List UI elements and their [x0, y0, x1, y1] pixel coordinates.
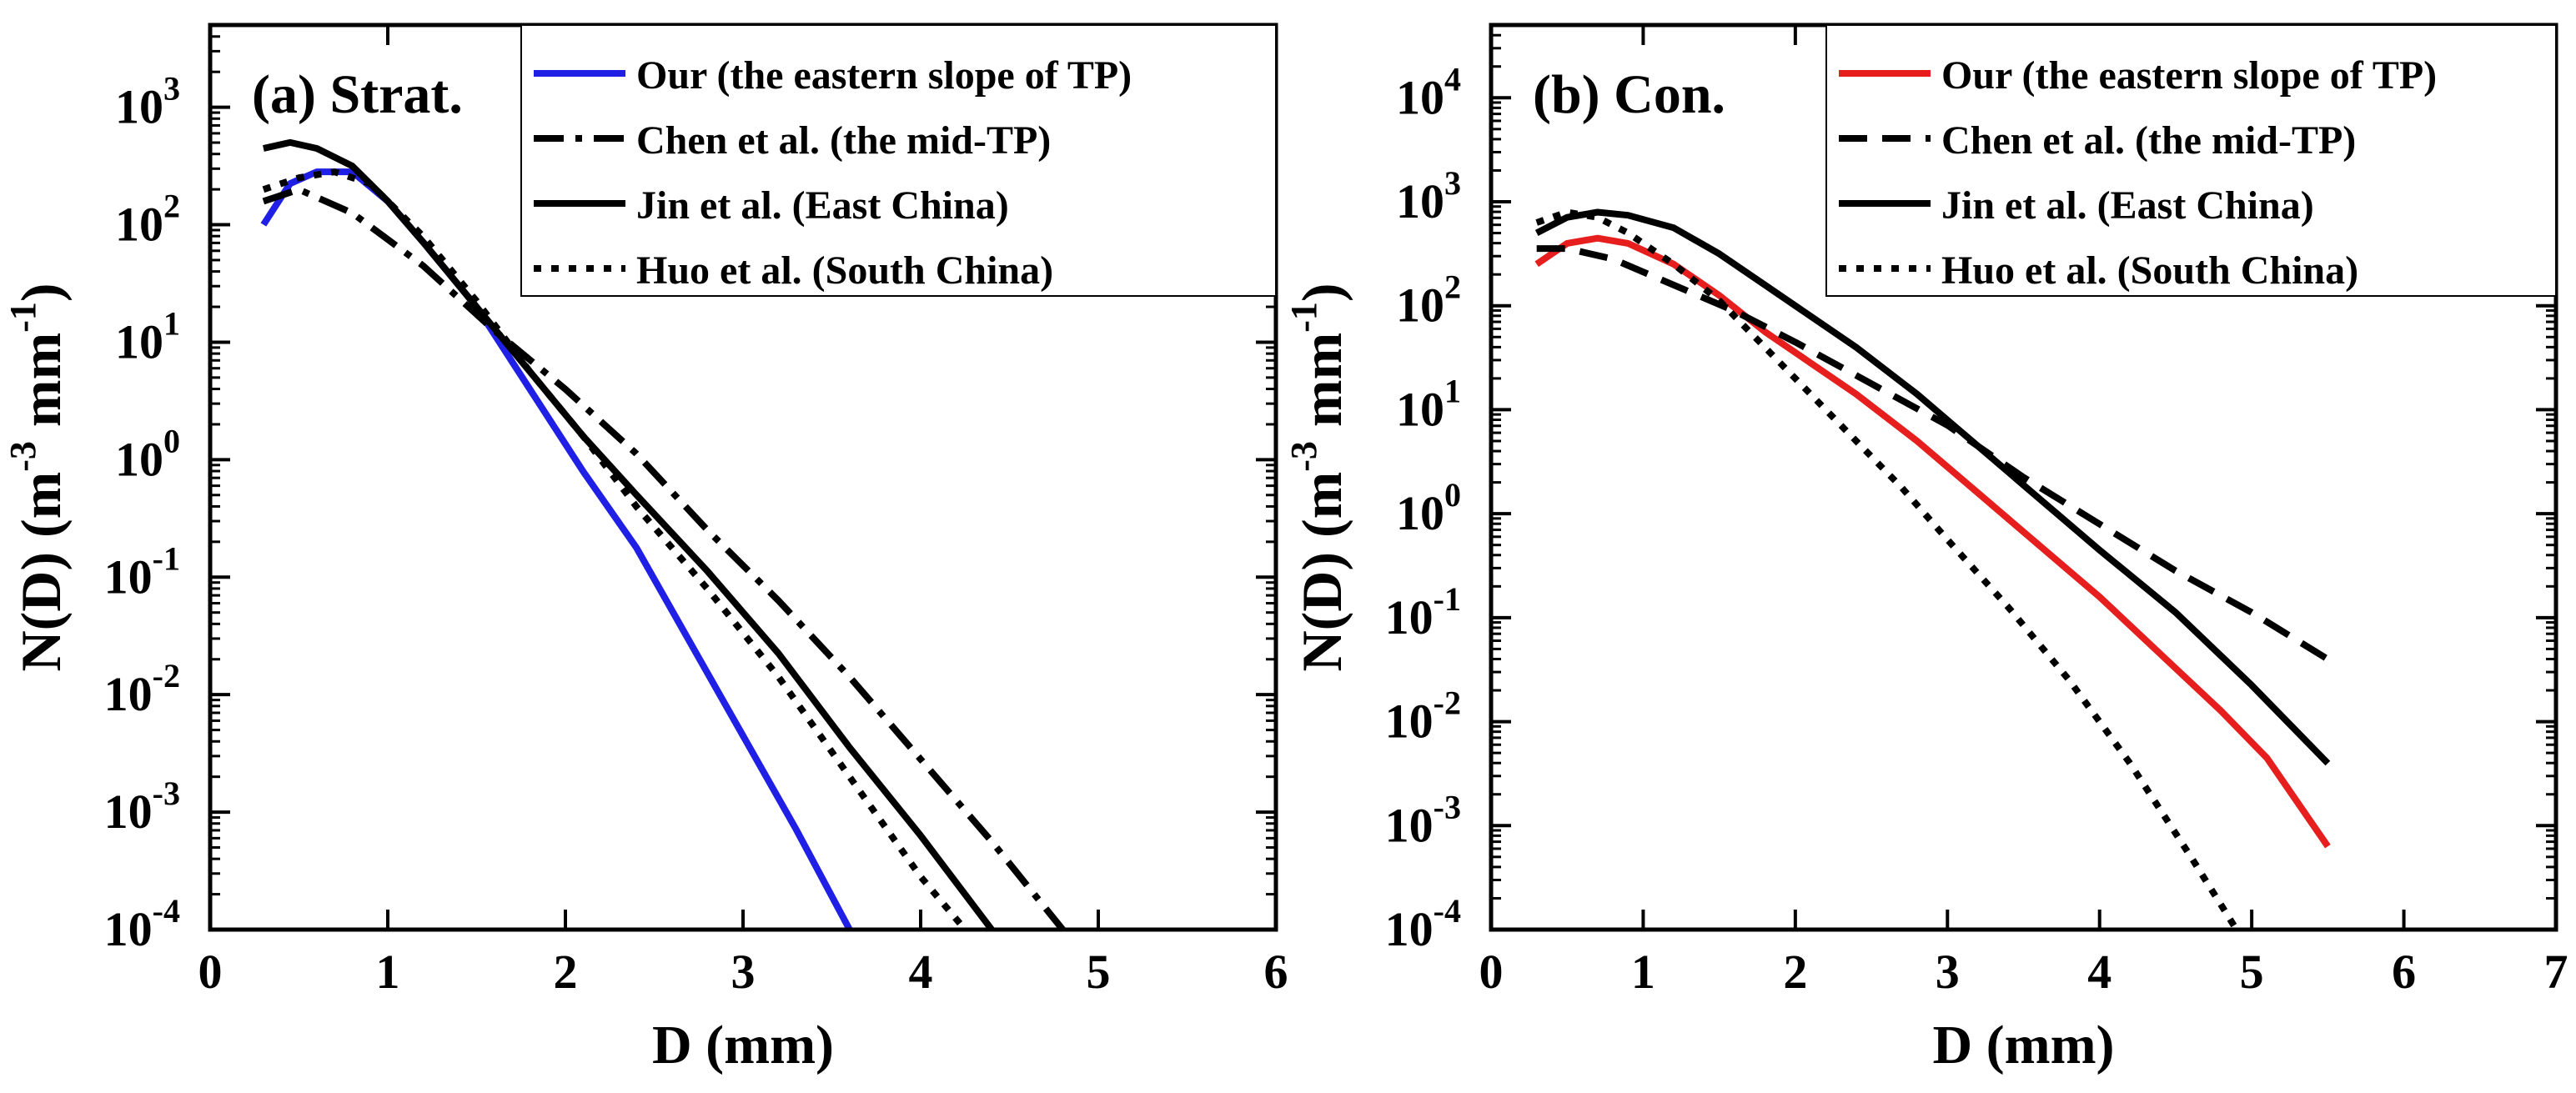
panel-a-x-tick-label: 5	[1087, 945, 1111, 999]
panel-b-x-tick-label: 1	[1631, 945, 1655, 999]
panel-a-legend: Our (the eastern slope of TP) Chen et al.…	[520, 24, 1277, 297]
panel-b-y-tick-label: 100	[1396, 476, 1461, 540]
panel-b-x-tick-label: 7	[2544, 945, 2568, 999]
panel-b-series-3	[1534, 208, 2331, 766]
panel-a-legend-label-4: Huo et al. (South China)	[636, 248, 1053, 293]
panel-b-x-tick-label: 4	[2087, 945, 2112, 999]
panel-a-y-tick-label: 102	[115, 188, 180, 252]
panel-b-legend-label-3: Jin et al. (East China)	[1941, 183, 2314, 228]
panel-b-label: (b) Con.	[1533, 64, 1725, 125]
panel-b-x-tick-label: 3	[1936, 945, 1960, 999]
panel-a-legend-box	[520, 24, 1277, 297]
panel-a-y-tick-label: 103	[115, 70, 180, 134]
panel-b-y-axis-label: N(D) (m-3 mm-1)	[1283, 283, 1353, 671]
panel-b-y-tick-label: 102	[1396, 268, 1461, 333]
panel-a-y-tick-label: 10-1	[104, 539, 180, 604]
panel-b-x-tick-label: 0	[1479, 945, 1504, 999]
panel-a-series-1	[260, 168, 853, 930]
panel-b-x-tick-label: 5	[2240, 945, 2264, 999]
panel-a-x-tick-label: 2	[554, 945, 578, 999]
panel-a-x-axis-label: D (mm)	[652, 1015, 834, 1075]
panel-a-x-tick-label: 1	[376, 945, 400, 999]
panel-a-series-3	[263, 138, 995, 930]
panel-a-x-tick-label: 4	[909, 945, 933, 999]
panel-a-legend-label-3: Jin et al. (East China)	[636, 183, 1009, 228]
panel-b-legend-label-1: Our (the eastern slope of TP)	[1941, 53, 2437, 98]
panel-a-y-tick-label: 10-2	[104, 657, 180, 721]
panel-b-x-axis-label: D (mm)	[1932, 1015, 2114, 1075]
panel-a-x-tick-label: 0	[198, 945, 223, 999]
panel-a-y-tick-label: 10-3	[104, 775, 180, 839]
panel-b-series-4	[1535, 208, 2240, 930]
panel-b-y-tick-label: 10-1	[1385, 580, 1461, 644]
panel-a-y-tick-label: 10-4	[104, 892, 180, 956]
panel-a-label: (a) Strat.	[252, 64, 463, 125]
panel-a-y-axis-label: N(D) (m-3 mm-1)	[3, 283, 73, 671]
panel-b-x-tick-label: 2	[1783, 945, 1807, 999]
panel-a-y-tick-label: 100	[115, 422, 180, 486]
panel-b-legend-label-2: Chen et al. (the mid-TP)	[1941, 118, 2356, 163]
panel-b: 0 1 2 3 4 5 6 7 10-4 10-3 10-2 10-1 100 101 102 103 104 (…	[1283, 23, 2568, 1075]
panel-b-y-tick-label: 10-2	[1385, 684, 1461, 749]
panel-b-x-tick-label: 6	[2392, 945, 2416, 999]
panel-b-y-tick-label: 10-3	[1385, 788, 1461, 852]
panel-b-legend: Our (the eastern slope of TP) Chen et al.…	[1825, 24, 2557, 297]
panel-b-y-tick-label: 103	[1396, 164, 1461, 228]
panel-b-legend-box	[1825, 24, 2557, 297]
panel-a-x-tick-label: 6	[1264, 945, 1288, 999]
panel-a-x-tick-label: 3	[731, 945, 756, 999]
panel-a: 0 1 2 3 4 5 6 10-4 10-3 10-2 10-1 100 101 102 103 (a) S…	[3, 23, 1288, 1075]
panel-a-y-tick-label: 101	[115, 304, 180, 369]
panel-a-legend-label-1: Our (the eastern slope of TP)	[636, 53, 1132, 98]
panel-b-y-tick-label: 101	[1396, 372, 1461, 436]
panel-a-series-2	[262, 186, 1066, 930]
panel-b-y-tick-label: 10-4	[1385, 892, 1461, 956]
panel-b-legend-label-4: Huo et al. (South China)	[1941, 248, 2358, 293]
panel-b-y-tick-label: 104	[1396, 60, 1461, 124]
panel-b-series-1	[1534, 234, 2331, 849]
panel-a-legend-label-2: Chen et al. (the mid-TP)	[636, 118, 1051, 163]
panel-b-series-2	[1536, 245, 2330, 663]
